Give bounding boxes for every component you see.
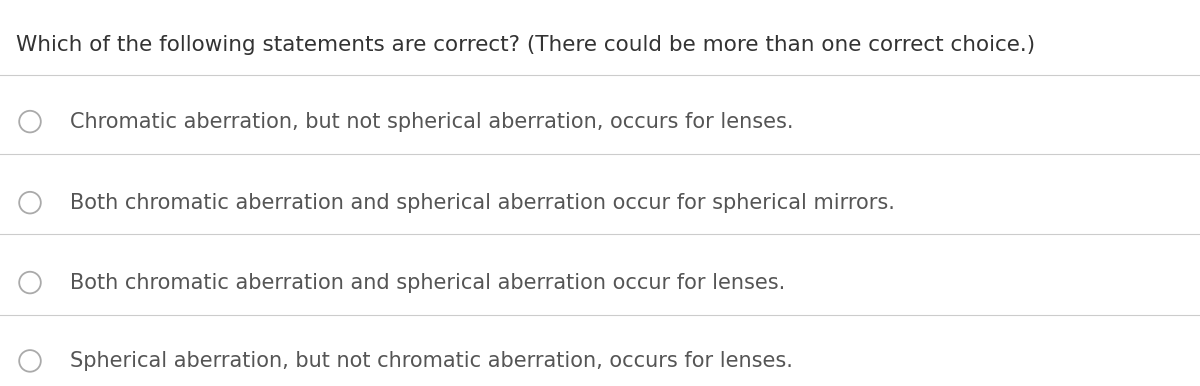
- Text: Both chromatic aberration and spherical aberration occur for spherical mirrors.: Both chromatic aberration and spherical …: [70, 193, 894, 213]
- Text: Chromatic aberration, but not spherical aberration, occurs for lenses.: Chromatic aberration, but not spherical …: [70, 112, 793, 132]
- Text: Both chromatic aberration and spherical aberration occur for lenses.: Both chromatic aberration and spherical …: [70, 273, 785, 293]
- Text: Spherical aberration, but not chromatic aberration, occurs for lenses.: Spherical aberration, but not chromatic …: [70, 351, 792, 371]
- Text: Which of the following statements are correct? (There could be more than one cor: Which of the following statements are co…: [16, 35, 1034, 55]
